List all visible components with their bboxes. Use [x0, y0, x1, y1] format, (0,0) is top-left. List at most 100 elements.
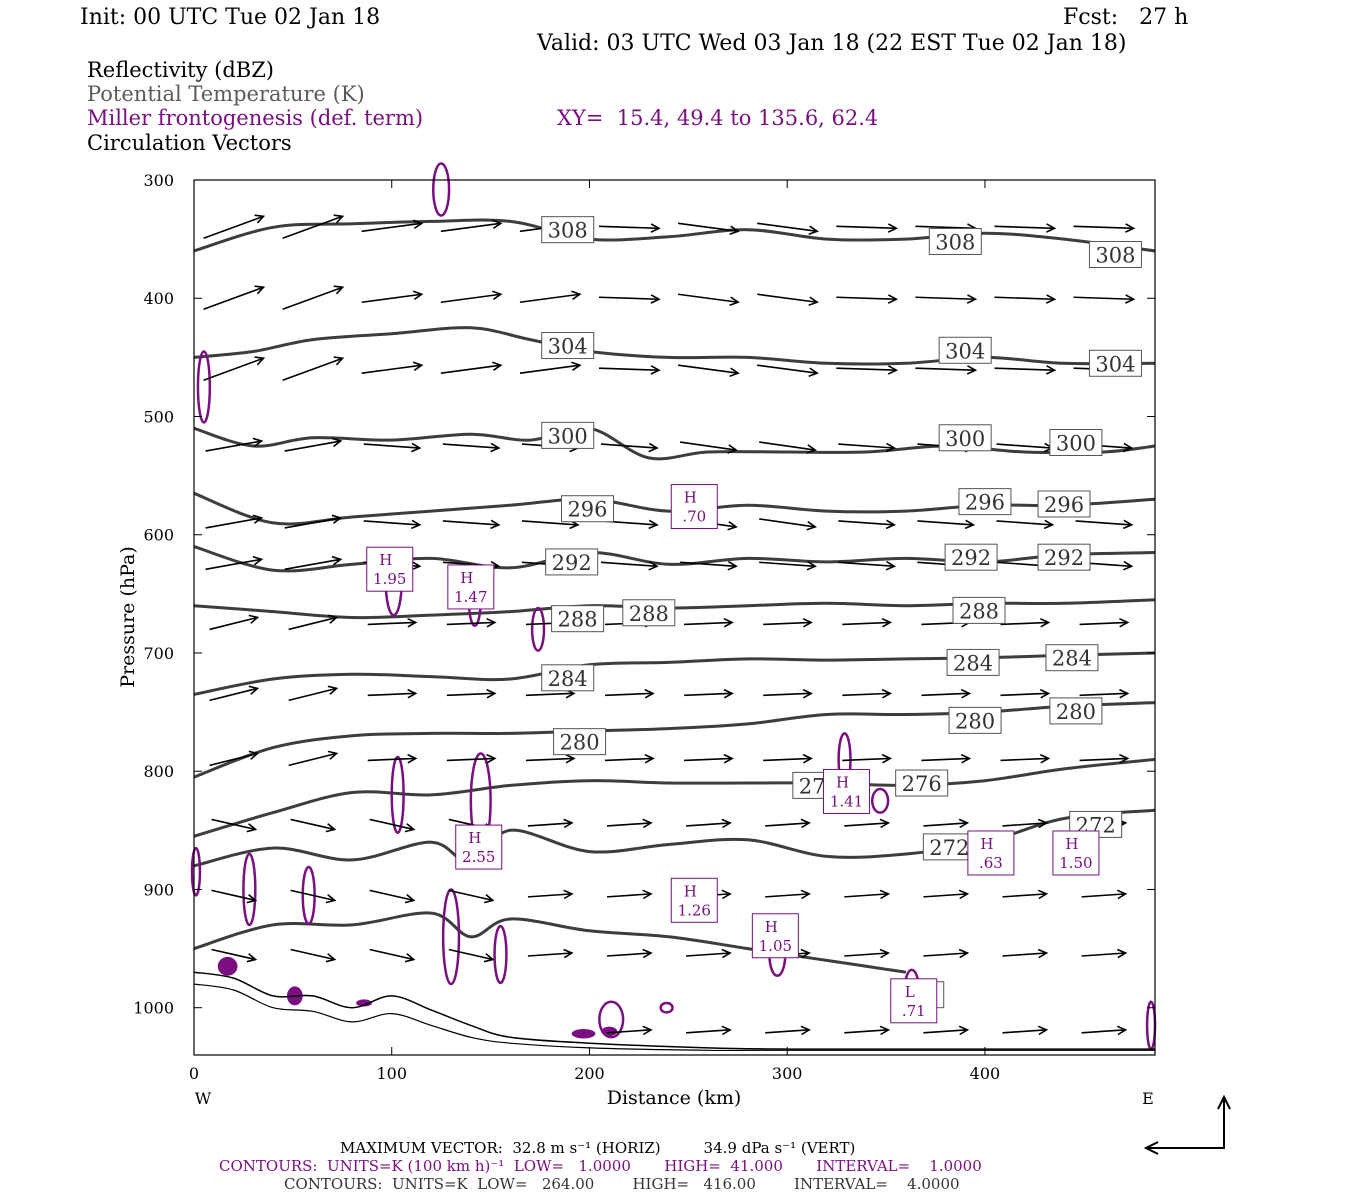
circulation-vector: [367, 753, 418, 764]
circulation-vector: [205, 514, 264, 529]
svg-text:284: 284: [548, 667, 588, 691]
legend-theta: Potential Temperature (K): [87, 82, 365, 106]
svg-text:296: 296: [965, 491, 1005, 515]
circulation-vector: [678, 222, 740, 236]
circulation-vector: [440, 290, 503, 304]
svg-text:H: H: [684, 489, 697, 507]
svg-text:308: 308: [548, 219, 588, 243]
valid-time: Valid: 03 UTC Wed 03 Jan 18 (22 EST Tue …: [537, 31, 1127, 56]
circulation-vector: [367, 617, 418, 628]
frontogenesis-contour: [870, 787, 890, 814]
isentrope-280: [193, 701, 1156, 779]
svg-text:2.55: 2.55: [462, 848, 495, 866]
circulation-vector: [282, 214, 345, 240]
circulation-vector: [836, 365, 899, 375]
circulation-vector: [446, 617, 497, 628]
circulation-vector: [680, 560, 738, 571]
reflectivity-cell: [601, 1026, 618, 1037]
svg-text:296: 296: [567, 498, 607, 522]
y-axis-title: Pressure (hPa): [117, 546, 139, 688]
x-end-left-label: W: [195, 1089, 212, 1108]
x-tick-label: 200: [574, 1064, 605, 1083]
circulation-vector: [1079, 617, 1130, 628]
circulation-vector: [361, 219, 424, 233]
circulation-vector: [288, 685, 339, 702]
circulation-vector: [1000, 617, 1051, 628]
isentrope-label-284: 284: [541, 664, 595, 692]
y-tick-label: 1000: [133, 999, 174, 1018]
svg-text:1.26: 1.26: [678, 901, 711, 919]
isentrope-label-300: 300: [938, 424, 992, 452]
circulation-vector: [921, 688, 972, 699]
y-tick-label: 900: [143, 880, 174, 899]
x-tick-label: 400: [970, 1064, 1001, 1083]
svg-text:.63: .63: [979, 854, 1003, 872]
circulation-vector: [763, 753, 813, 764]
circulation-vector: [994, 294, 1057, 304]
frontogenesis-contour: [659, 1001, 674, 1014]
x-axis-title: Distance (km): [607, 1087, 742, 1109]
footer-max-vector: MAXIMUM VECTOR: 32.8 m s⁻¹ (HORIZ) 34.9 …: [340, 1139, 856, 1157]
circulation-vector: [836, 294, 899, 304]
circulation-vector: [598, 365, 661, 375]
svg-text:292: 292: [552, 551, 592, 575]
terrain-line-secondary: [193, 983, 1155, 1052]
circulation-vector: [205, 555, 264, 571]
isentrope-label-280: 280: [948, 706, 1002, 734]
circulation-vector: [604, 688, 655, 699]
circulation-vector: [1002, 818, 1049, 829]
circulation-vector: [598, 294, 661, 304]
svg-text:1.41: 1.41: [830, 793, 863, 811]
circulation-vector: [1081, 889, 1128, 900]
circulation-vector: [282, 285, 345, 310]
frontogenesis-maximum: H1.05: [751, 913, 799, 959]
circulation-vector: [369, 889, 416, 904]
frontogenesis-maximum: H2.55: [455, 824, 503, 870]
circulation-vector: [842, 753, 893, 764]
circulation-vector: [917, 519, 976, 530]
svg-text:276: 276: [902, 772, 942, 796]
circulation-vector: [1002, 889, 1049, 900]
svg-text:284: 284: [1052, 647, 1092, 671]
svg-text:292: 292: [1044, 546, 1084, 570]
circulation-vector: [1079, 753, 1130, 764]
circulation-vector: [923, 889, 970, 900]
circulation-vector: [996, 519, 1055, 530]
circulation-vector: [757, 293, 819, 306]
y-tick-label: 700: [143, 644, 174, 663]
circulation-vector: [763, 617, 813, 628]
isentrope-label-296: 296: [1037, 490, 1091, 518]
y-tick-label: 600: [143, 526, 174, 545]
isentrope-label-308: 308: [928, 227, 982, 255]
y-tick-label: 300: [143, 171, 174, 190]
circulation-vector: [842, 617, 893, 628]
svg-text:308: 308: [1095, 243, 1135, 267]
circulation-vector: [686, 1025, 732, 1036]
frontogenesis-contour: [242, 852, 257, 927]
frontogenesis-contour: [432, 162, 451, 217]
isentrope-label-304: 304: [1088, 349, 1142, 377]
frontogenesis-contour: [196, 350, 212, 424]
circulation-vector: [915, 365, 978, 375]
isentrope-304: [193, 326, 1156, 366]
circulation-vector: [680, 441, 738, 454]
circulation-vector: [284, 437, 343, 452]
y-tick-label: 800: [143, 762, 174, 781]
circulation-vector: [290, 948, 337, 963]
circulation-vector: [1075, 519, 1134, 530]
circulation-vector: [678, 364, 740, 377]
circulation-vector: [1002, 948, 1049, 959]
circulation-vector: [842, 688, 893, 699]
frontogenesis-maximum: H.70: [670, 484, 718, 530]
circulation-vector: [203, 214, 266, 240]
plot-frame: [193, 179, 1156, 1056]
isentrope-label-296: 296: [958, 488, 1012, 516]
circulation-vector: [1081, 1025, 1128, 1036]
frontogenesis-contour: [493, 924, 508, 985]
circulation-vector: [838, 519, 897, 530]
circulation-vector: [519, 290, 582, 304]
legend-vectors: Circulation Vectors: [87, 131, 292, 155]
circulation-vector: [838, 442, 897, 453]
isentrope-label-308: 308: [1088, 240, 1142, 268]
circulation-vector: [205, 437, 264, 452]
